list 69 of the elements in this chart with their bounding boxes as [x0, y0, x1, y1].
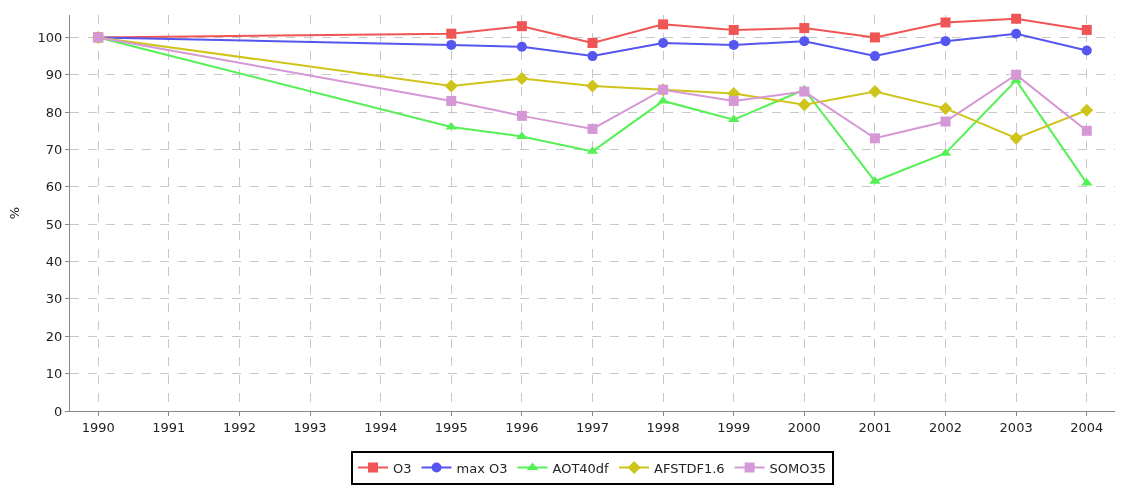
point	[728, 95, 739, 106]
point	[1081, 45, 1092, 56]
x-tick-label: 2000	[787, 419, 821, 435]
y-tick-label: 50	[45, 216, 63, 232]
point	[868, 85, 882, 99]
point	[587, 51, 598, 62]
y-tick-label: 30	[45, 291, 63, 307]
x-tick-label: 2004	[1070, 419, 1104, 435]
y-tick-label: 0	[54, 403, 63, 419]
point	[516, 21, 527, 32]
point	[939, 101, 953, 115]
x-tick-label: 1998	[646, 419, 680, 435]
point	[797, 98, 811, 112]
point	[799, 86, 810, 97]
x-tick-label: 2002	[928, 419, 963, 435]
point	[940, 17, 951, 28]
legend-label: max O3	[456, 460, 508, 476]
y-tick-label: 40	[45, 254, 63, 270]
x-tick-label: 1994	[364, 419, 398, 435]
point	[587, 123, 598, 134]
y-tick-label: 90	[45, 67, 63, 83]
point	[444, 79, 458, 93]
y-tick-label: 70	[45, 142, 63, 158]
point	[446, 95, 457, 106]
x-tick-label: 2003	[999, 419, 1033, 435]
point	[1011, 13, 1022, 24]
point	[658, 38, 669, 49]
point	[1081, 125, 1092, 136]
point	[446, 39, 457, 50]
y-tick-label: 10	[45, 366, 63, 382]
y-axis-title: %	[6, 206, 22, 220]
x-tick-label: 1990	[81, 419, 115, 435]
y-tick-label: 60	[45, 179, 63, 195]
point	[940, 36, 951, 47]
point	[1081, 24, 1092, 35]
x-tick-label: 1991	[152, 419, 186, 435]
x-tick-label: 1993	[293, 419, 327, 435]
point	[799, 23, 810, 34]
point	[516, 110, 527, 121]
point	[587, 38, 598, 49]
point	[869, 51, 880, 62]
point	[869, 133, 880, 144]
x-tick-label: 1997	[575, 419, 610, 435]
x-tick-label: 1992	[222, 419, 257, 435]
legend-label: AFSTDF1.6	[654, 460, 725, 476]
x-tick-label: 1999	[717, 419, 751, 435]
point	[1011, 28, 1022, 39]
y-tick-label: 100	[37, 29, 63, 45]
point	[1009, 131, 1023, 145]
point	[515, 72, 529, 86]
point	[516, 41, 527, 52]
point	[799, 36, 810, 47]
x-tick-label: 2001	[858, 419, 892, 435]
point	[728, 24, 739, 35]
point	[728, 39, 739, 50]
y-tick-label: 20	[45, 328, 63, 344]
point	[446, 28, 457, 39]
legend-label: O3	[393, 460, 412, 476]
legend-label: SOMO35	[769, 460, 827, 476]
point	[869, 32, 880, 43]
point	[658, 19, 669, 30]
legend-label: AOT40df	[552, 460, 610, 476]
x-tick-label: 1995	[434, 419, 468, 435]
x-tick-label: 1996	[505, 419, 539, 435]
point	[1011, 69, 1022, 80]
point	[1080, 103, 1094, 117]
point	[940, 116, 951, 127]
point	[586, 79, 599, 93]
y-tick-label: 80	[45, 104, 63, 120]
